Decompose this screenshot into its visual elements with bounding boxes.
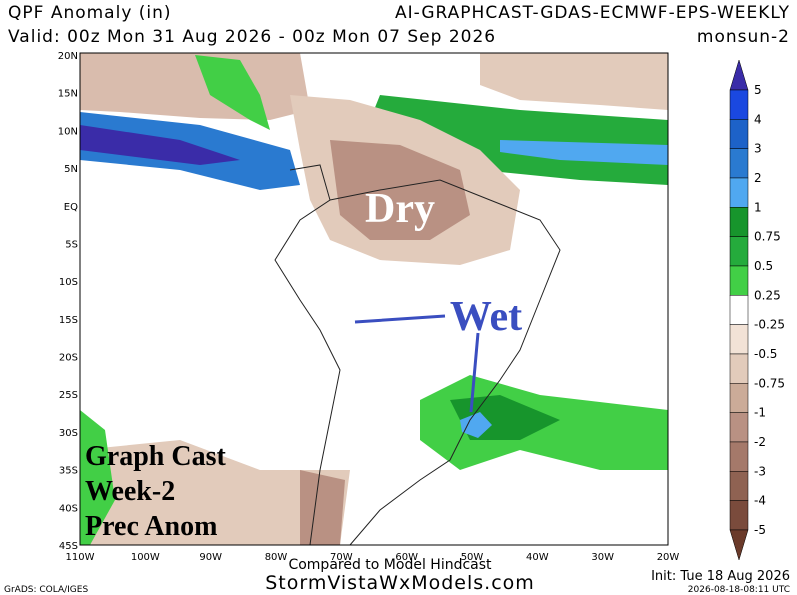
colorbar-label: -0.25 [754,318,785,332]
colorbar-box [729,324,749,355]
lat-label: 15N [58,89,78,100]
colorbar-box [729,441,749,472]
model-name: AI-GRAPHCAST-GDAS-ECMWF-EPS-WEEKLY [395,3,790,23]
lon-label: 90W [199,552,222,563]
lon-label: 100W [131,552,160,563]
colorbar-label: -3 [754,464,766,478]
colorbar-box [729,295,749,325]
colorbar-label: 2 [754,171,762,185]
colorbar-box [729,265,749,296]
lon-label: 20W [657,552,680,563]
lat-label: 5S [65,239,78,250]
lon-label: 60W [395,552,418,563]
colorbar-label: 3 [754,142,762,156]
region: monsun-2 [697,27,790,47]
colorbar-label: 0.25 [754,288,781,302]
lat-label: 45S [59,541,78,552]
colorbar-label: -5 [754,523,766,537]
caption-line: Week-2 [85,476,175,507]
colorbar-label: -1 [754,406,766,420]
colorbar-box [729,89,749,120]
lat-label: 20N [58,51,78,62]
grads-credit: GrADS: COLA/IGES [4,585,88,595]
lon-label: 50W [461,552,484,563]
lat-label: 30S [59,428,78,439]
colorbar-box [729,119,749,149]
colorbar-label: 0.75 [754,230,781,244]
dry-label: Dry [365,186,435,232]
colorbar-arrow [729,529,749,561]
title: QPF Anomaly (in) [8,3,172,23]
wet-pointer [354,314,480,413]
lon-label: 30W [591,552,614,563]
lon-label: 40W [526,552,549,563]
colorbar-arrow [729,59,749,91]
colorbar-box [729,236,749,267]
lat-label: 10S [59,277,78,288]
colorbar-label: 1 [754,200,762,214]
footer-site: StormVistaWxModels.com [265,572,535,594]
lon-label: 70W [330,552,353,563]
lat-label: 5N [64,164,78,175]
lat-label: 10N [58,126,78,137]
colorbar-box [729,353,749,384]
lon-label: 80W [265,552,288,563]
colorbar-label: -0.75 [754,376,785,390]
caption-line: Graph Cast [85,441,226,472]
timestamp: 2026-08-18-08:11 UTC [688,585,790,595]
colorbar-box [729,500,749,531]
colorbar-box [729,412,749,443]
lat-label: EQ [64,202,78,213]
init-time: Init: Tue 18 Aug 2026 [651,569,790,584]
colorbar-box [729,383,749,413]
colorbar-label: -4 [754,494,766,508]
colorbar-label: 5 [754,83,762,97]
map-field [79,52,669,546]
colorbar-box [729,177,749,208]
lat-label: 40S [59,503,78,514]
lat-label: 20S [59,353,78,364]
colorbar-label: 4 [754,112,762,126]
colorbar-box [729,471,749,501]
lon-label: 110W [66,552,95,563]
valid-time: Valid: 00z Mon 31 Aug 2026 - 00z Mon 07 … [8,27,496,47]
lat-label: 15S [59,315,78,326]
colorbar-label: -2 [754,435,766,449]
caption-line: Prec Anom [85,511,217,542]
colorbar-box [729,148,749,179]
wet-label: Wet [450,294,522,340]
colorbar-label: 0.5 [754,259,773,273]
lat-label: 25S [59,390,78,401]
colorbar-label: -0.5 [754,347,777,361]
footer-note: Compared to Model Hindcast [288,557,492,573]
lat-label: 35S [59,466,78,477]
colorbar-box [729,207,749,237]
